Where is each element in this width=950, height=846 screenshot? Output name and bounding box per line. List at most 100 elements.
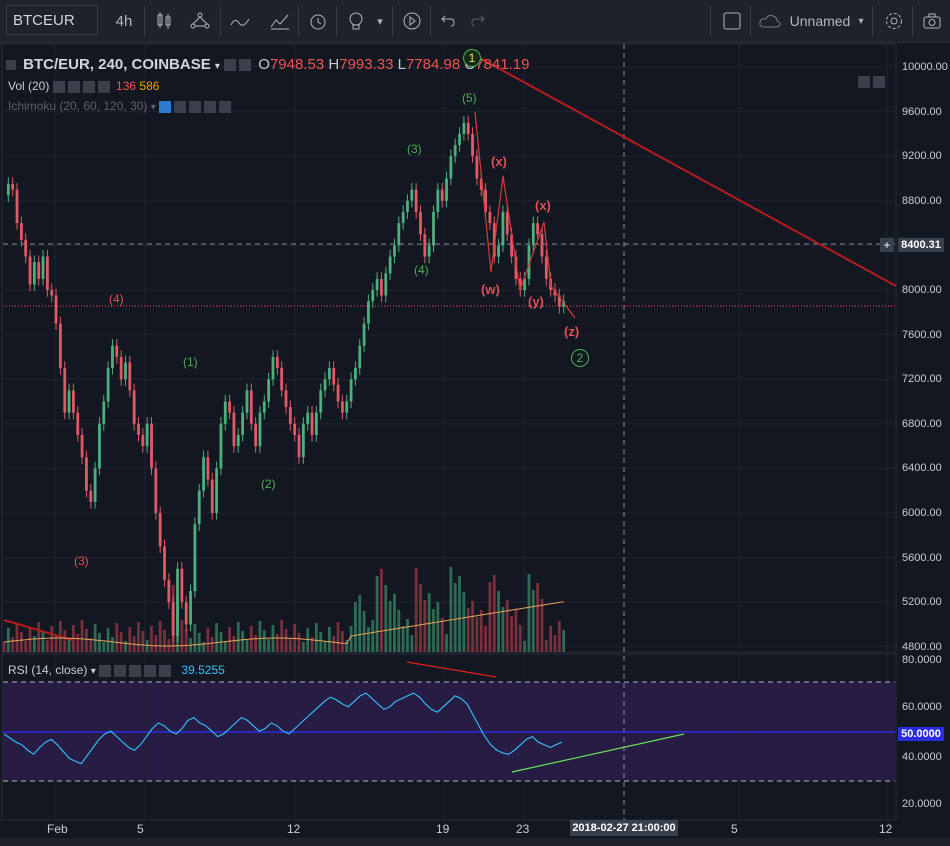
candle-body	[518, 278, 522, 290]
volume-bar	[462, 592, 466, 652]
volume-bar	[384, 585, 388, 652]
volume-bar	[141, 631, 145, 652]
interval-button[interactable]: 4h	[115, 12, 133, 30]
candle-body	[11, 184, 15, 190]
candle-body	[137, 423, 140, 435]
format-icon[interactable]	[67, 80, 80, 93]
volume-bar	[406, 619, 409, 652]
pane-maximize-icon[interactable]	[873, 75, 885, 88]
downtrend-line	[477, 56, 897, 287]
undo-icon[interactable]	[436, 0, 460, 42]
elliott-wxyz-path	[474, 111, 576, 319]
candle-body	[384, 273, 388, 296]
volume-bar	[536, 583, 540, 652]
ichimoku-format-icon[interactable]	[174, 100, 187, 113]
volume-bar	[523, 641, 527, 652]
rsi-add-icon[interactable]	[144, 664, 157, 677]
legend-title[interactable]: BTC/EUR, 240, COINBASE	[23, 56, 211, 73]
candle-body	[128, 362, 132, 391]
candle-body	[24, 239, 28, 257]
candle-body	[475, 156, 479, 179]
volume-bar	[32, 636, 36, 652]
volume-bar	[488, 582, 492, 652]
candle-body	[479, 178, 483, 190]
ichimoku-chevron-icon[interactable]: ▾	[150, 102, 156, 113]
eye-icon[interactable]	[52, 80, 65, 93]
ichimoku-settings-icon[interactable]	[189, 100, 202, 113]
pane-move-down-icon[interactable]	[858, 75, 870, 88]
symbol-search[interactable]: BTCEUR	[6, 5, 98, 35]
candle-body	[540, 234, 544, 257]
volume-bar	[501, 607, 505, 652]
replay-icon[interactable]	[398, 0, 426, 42]
legend-more-icon[interactable]	[239, 59, 252, 72]
candle-body	[171, 602, 175, 636]
volume-bar	[332, 636, 336, 652]
rsi-close-icon[interactable]	[159, 664, 172, 677]
add-icon[interactable]	[82, 80, 95, 93]
chart-legend: BTC/EUR, 240, COINBASE ▾ O7948.53 H7993.…	[6, 56, 529, 73]
chevron-down-icon[interactable]: ▾	[377, 15, 383, 28]
candle-body	[319, 390, 323, 413]
crosshair-plus-icon[interactable]: +	[880, 238, 894, 252]
alert-icon[interactable]	[304, 0, 332, 42]
volume-bar	[111, 637, 114, 652]
candle-body	[206, 457, 210, 480]
fullscreen-icon[interactable]	[718, 0, 746, 42]
rsi-format-icon[interactable]	[114, 664, 127, 677]
candle-body	[388, 256, 392, 274]
candles-icon[interactable]	[150, 0, 178, 42]
ideas-icon[interactable]	[342, 0, 370, 42]
volume-bar	[228, 627, 231, 652]
candle-body	[219, 423, 223, 469]
candle-body	[553, 290, 557, 296]
volume-bar	[93, 624, 97, 652]
ichimoku-label[interactable]: Ichimoku (20, 60, 120, 30)	[8, 99, 148, 113]
pane-controls	[858, 73, 888, 91]
redo-icon[interactable]	[466, 0, 490, 42]
candle-body	[202, 457, 205, 491]
volume-bar	[232, 636, 236, 652]
wave-label-w: (w)	[481, 282, 500, 297]
layout-chevron-icon[interactable]: ▾	[858, 15, 864, 27]
ichimoku-add-icon[interactable]	[204, 100, 217, 113]
layout-name[interactable]: Unnamed	[789, 13, 851, 29]
volume-bar	[432, 609, 435, 652]
wave-label-3: (3)	[407, 142, 422, 156]
candle-body	[510, 234, 513, 257]
volume-bar	[85, 629, 88, 652]
volume-bar	[80, 620, 84, 652]
price-tick-label: 6800.00	[902, 417, 942, 430]
compare-icon[interactable]	[186, 0, 214, 42]
settings-icon[interactable]	[880, 0, 908, 42]
volume-bar	[358, 595, 362, 652]
candle-body	[102, 401, 106, 424]
volume-bar	[45, 640, 49, 652]
rsi-tick-label: 60.0000	[902, 701, 942, 713]
rsi-eye-icon[interactable]	[99, 664, 112, 677]
crosshair-date-tag: 2018-02-27 21:00:00	[570, 820, 678, 836]
rsi-label[interactable]: RSI (14, close)	[8, 663, 88, 677]
collapse-icon[interactable]	[6, 60, 16, 71]
cloud-icon[interactable]	[756, 0, 784, 42]
candle-body	[323, 379, 327, 391]
templates-icon[interactable]	[266, 0, 294, 42]
ichimoku-close-icon[interactable]	[219, 100, 232, 113]
rsi-settings-icon[interactable]	[129, 664, 142, 677]
volume-label[interactable]: Vol (20)	[8, 79, 50, 93]
volume-bar	[284, 629, 288, 652]
legend-chevron-icon[interactable]: ▾	[214, 61, 220, 72]
legend-settings-icon[interactable]	[224, 59, 237, 72]
volume-bar	[206, 628, 210, 652]
hidden-eye-icon[interactable]	[159, 100, 172, 113]
candle-body	[28, 256, 32, 285]
indicators-icon[interactable]	[226, 0, 254, 42]
rsi-chevron-icon[interactable]: ▾	[90, 666, 96, 677]
candle-body	[484, 189, 487, 212]
candle-body	[158, 513, 162, 547]
volume-bar	[163, 630, 166, 652]
close-icon[interactable]	[97, 80, 110, 93]
camera-icon[interactable]	[918, 0, 946, 42]
price-tick-label: 5600.00	[902, 551, 942, 564]
